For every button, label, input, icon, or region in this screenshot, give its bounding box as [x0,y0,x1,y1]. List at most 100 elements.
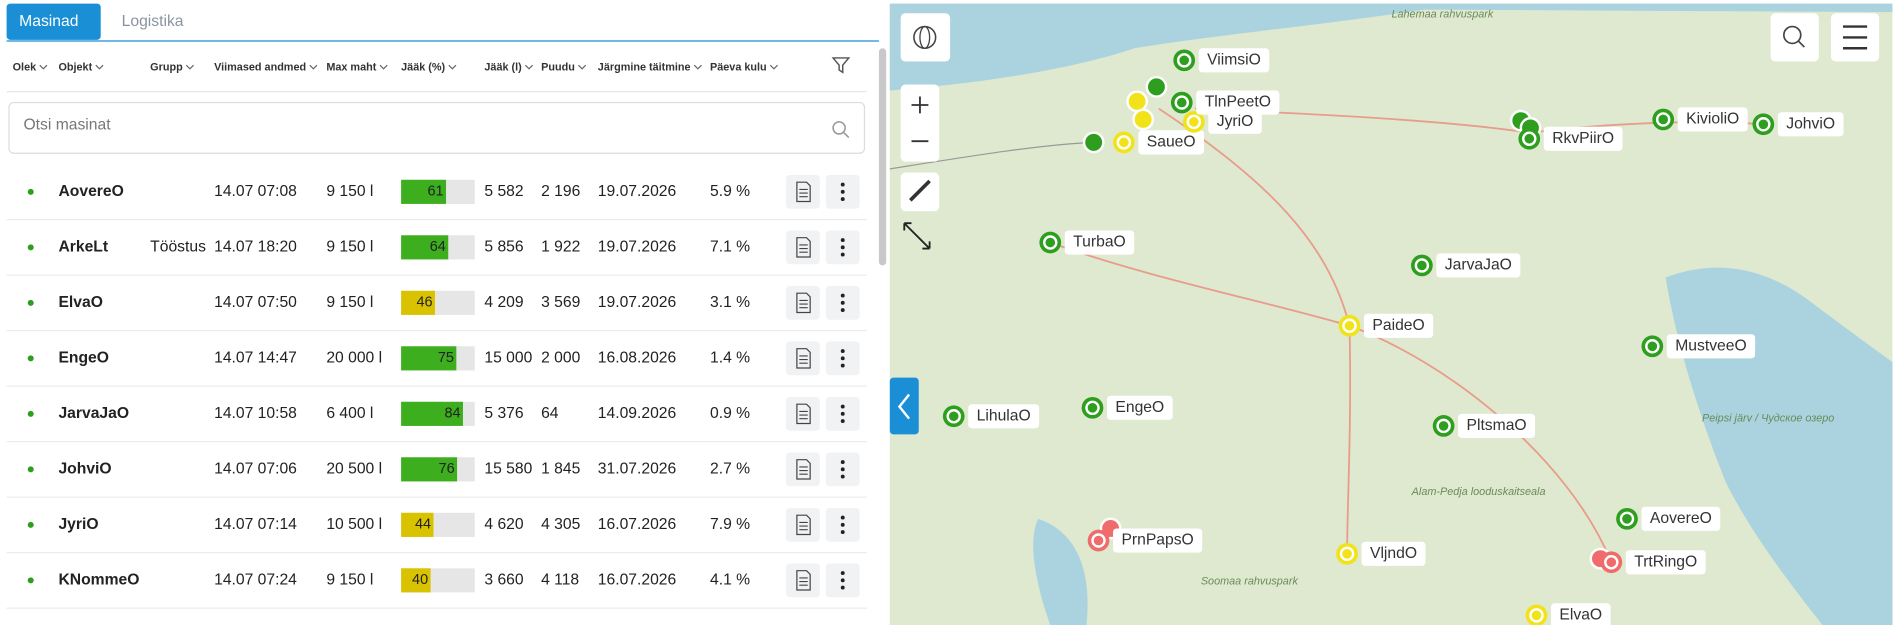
level-pct: 61 [428,184,444,200]
map-marker[interactable] [1411,254,1433,277]
globe-button[interactable] [900,13,951,62]
map-marker[interactable] [1113,131,1135,154]
map-area-label: Peipsi järv / Чудское озеро [1702,413,1834,425]
map-marker[interactable] [1132,108,1155,131]
last-data: 14.07 07:06 [214,460,297,477]
map-marker[interactable] [1182,111,1205,133]
last-data: 14.07 18:20 [214,238,297,255]
more-dot [840,245,845,250]
column-header[interactable]: Puudu [541,61,575,73]
daily-use: 5.9 % [710,183,750,200]
group: Tööstus [150,238,206,255]
map-marker[interactable] [1173,49,1196,72]
marker-label[interactable]: JyriO [1217,113,1254,130]
marker-label[interactable]: SaueO [1147,134,1196,151]
more-dot [840,419,845,424]
column-header[interactable]: Olek [13,61,37,73]
machine-name[interactable]: KNommeO [58,571,139,588]
map-marker-ring [1414,258,1430,273]
machine-name[interactable]: AovereO [58,183,123,200]
map-marker[interactable] [1087,529,1110,552]
map-marker[interactable] [1525,604,1548,627]
map-marker[interactable] [1432,415,1455,437]
report-button[interactable] [786,341,820,376]
map-marker[interactable] [1170,91,1193,114]
column-header[interactable]: Viimased andmed [214,61,306,73]
map-marker[interactable] [1126,90,1148,113]
report-button[interactable] [786,174,820,209]
marker-label[interactable]: PrnPapsO [1121,532,1193,549]
column-header[interactable]: Max maht [326,61,376,73]
marker-label[interactable]: JohviO [1786,115,1835,132]
marker-label[interactable]: PaideO [1372,317,1424,334]
tab[interactable]: Masinad [19,13,78,30]
marker-label[interactable]: VljndO [1370,545,1417,562]
zoom-in[interactable] [911,96,929,114]
machine-name[interactable]: JyriO [58,516,98,533]
map-marker[interactable] [1336,542,1358,565]
report-button[interactable] [786,507,820,542]
marker-label-bg [1625,550,1706,575]
search-icon [832,121,850,139]
column-header[interactable]: Grupp [150,61,183,73]
zoom-control [900,84,940,162]
collapse-tab[interactable] [889,377,919,435]
expand-button[interactable] [903,222,931,250]
report-button[interactable] [786,396,820,431]
map-marker[interactable] [1518,127,1541,150]
map-marker[interactable] [1039,231,1062,254]
column-header[interactable]: Jääk (l) [484,61,522,73]
marker-label[interactable]: ElvaO [1559,606,1602,623]
map-area-label: Soomaa rahvuspark [1201,575,1299,587]
map-marker[interactable] [1145,76,1168,98]
marker-label[interactable]: LihulaO [977,407,1031,424]
report-button[interactable] [786,230,820,265]
tab[interactable]: Logistika [122,13,184,30]
filter-icon[interactable] [831,57,851,74]
map-marker[interactable] [1641,335,1664,358]
machine-name[interactable]: JarvaJaO [58,405,129,422]
map-marker[interactable] [1338,314,1361,337]
map-marker[interactable] [942,405,965,428]
marker-label[interactable]: MustveeO [1675,337,1746,354]
marker-label[interactable]: EngeO [1115,399,1164,416]
map-marker[interactable] [1081,396,1104,419]
map-marker-ring [1604,555,1619,570]
column-header[interactable]: Päeva kulu [710,61,767,73]
marker-label[interactable]: KivioliO [1686,111,1739,128]
map-marker[interactable] [1600,551,1623,574]
daily-use: 1.4 % [710,349,750,366]
marker-label[interactable]: RkvPiirO [1552,130,1614,147]
scrollbar[interactable] [878,48,887,266]
map-marker[interactable] [1082,131,1105,154]
search-box[interactable] [8,101,866,154]
machine-name[interactable]: ElvaO [58,294,102,311]
marker-label[interactable]: AovereO [1650,510,1712,527]
column-header[interactable]: Järgmine täitmine [598,61,691,73]
map-marker[interactable] [1752,113,1775,136]
report-button[interactable] [786,563,820,598]
report-button[interactable] [786,285,820,320]
report-icon [796,181,811,203]
next-fill: 19.07.2026 [598,183,677,200]
left-liters: 15 580 [484,460,532,477]
marker-label[interactable]: PltsmaO [1467,417,1527,434]
column-header[interactable]: Jääk (%) [401,61,445,73]
max-volume: 10 500 l [326,516,382,533]
map-search-button[interactable] [1770,13,1819,62]
machine-name[interactable]: EngeO [58,349,109,366]
marker-label[interactable]: TlnPeetO [1205,94,1271,111]
tab-active[interactable] [6,3,101,40]
map-marker[interactable] [1616,507,1638,530]
map-marker[interactable] [1652,108,1675,131]
report-button[interactable] [786,452,820,487]
marker-label[interactable]: TurbaO [1073,234,1126,251]
marker-label[interactable]: TrtRingO [1634,553,1697,570]
search-placeholder[interactable]: Otsi masinat [23,117,111,134]
status-dot [27,244,34,251]
machine-name[interactable]: ArkeLt [58,238,108,255]
machine-name[interactable]: JohviO [58,460,111,477]
marker-label[interactable]: ViimsiO [1207,51,1261,68]
column-header[interactable]: Objekt [58,61,92,73]
marker-label[interactable]: JarvaJaO [1445,257,1512,274]
